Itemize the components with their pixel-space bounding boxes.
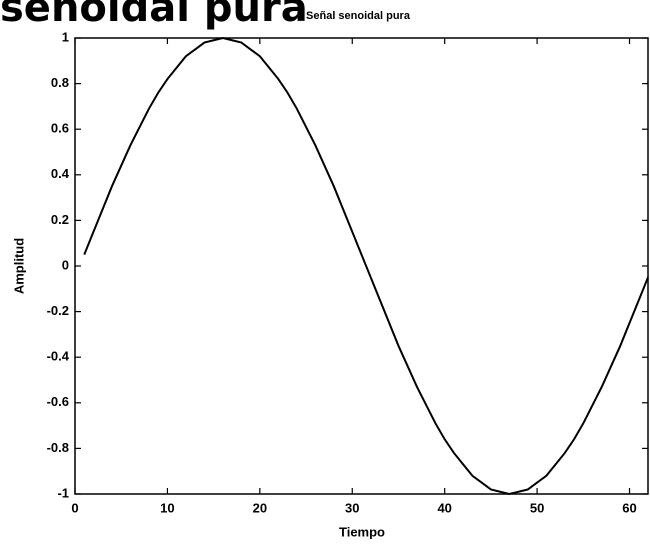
y-tick-label: 0 — [62, 257, 69, 272]
y-tick-label: -1 — [57, 485, 69, 500]
x-tick-label: 30 — [345, 500, 359, 515]
x-axis-label: Tiempo — [339, 524, 385, 539]
y-tick-label: -0.8 — [47, 440, 69, 455]
x-tick-label: 0 — [71, 500, 78, 515]
y-axis-label: Amplitud — [11, 238, 26, 294]
y-tick-label: -0.6 — [47, 394, 69, 409]
x-tick-label: 10 — [160, 500, 174, 515]
line-series — [83, 36, 649, 496]
y-tick-label: -0.2 — [47, 303, 69, 318]
heading: senoidal pura — [0, 0, 308, 31]
y-tick-label: 0.4 — [51, 166, 70, 181]
y-tick-label: 1 — [62, 29, 69, 44]
y-tick-label: 0.2 — [51, 212, 69, 227]
plot-frame — [74, 37, 649, 495]
y-tick-label: 0.8 — [51, 75, 69, 90]
y-tick-label: -0.4 — [47, 349, 70, 364]
chart-title: Señal senoidal pura — [306, 10, 411, 22]
x-tick-label: 20 — [253, 500, 267, 515]
x-tick-label: 60 — [622, 500, 636, 515]
y-tick-label: 0.6 — [51, 121, 69, 136]
x-tick-label: 50 — [530, 500, 544, 515]
x-tick-label: 40 — [437, 500, 451, 515]
